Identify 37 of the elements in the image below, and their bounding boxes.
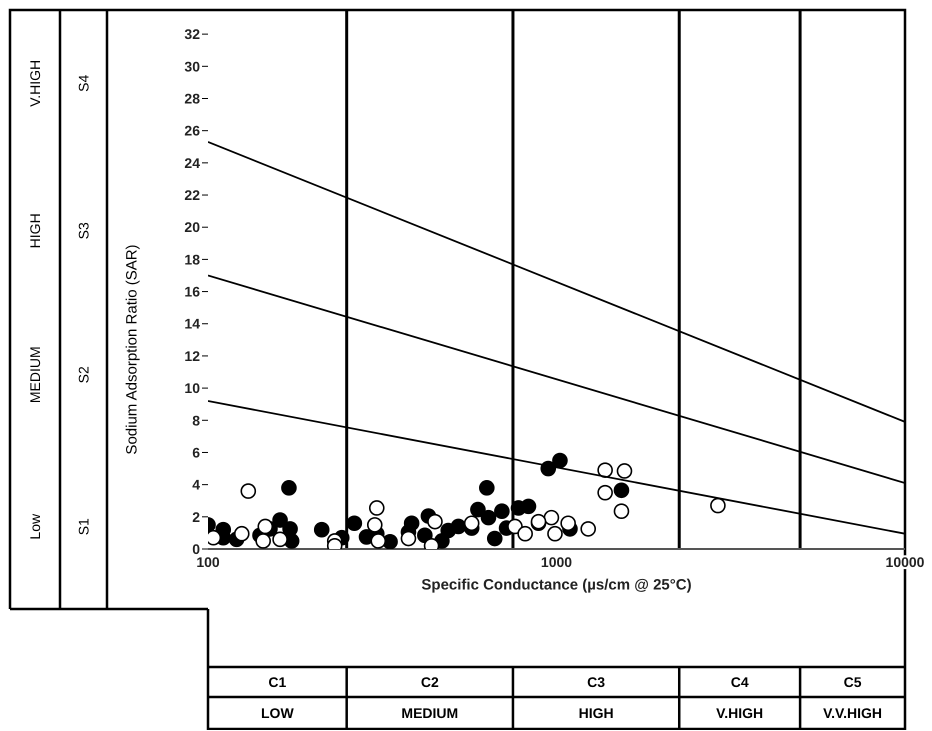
y-tick-label: 8 — [192, 412, 200, 428]
text: LOW — [261, 705, 294, 721]
text: V.HIGH — [716, 705, 764, 721]
text: C5 — [844, 674, 862, 690]
y-tick-label: 26 — [184, 122, 200, 139]
text: C4 — [730, 674, 749, 690]
y-tick-label: 12 — [184, 348, 200, 364]
text: HIGH — [27, 213, 43, 248]
y-tick-label: 10 — [184, 380, 200, 396]
text: V.V.HIGH — [823, 705, 882, 721]
text: MEDIUM — [401, 705, 458, 721]
y-tick-label: 32 — [184, 26, 200, 42]
x-tick-label: 1000 — [540, 554, 572, 570]
text: C1 — [268, 674, 286, 690]
text: S4 — [76, 74, 92, 92]
y-tick-label: 28 — [184, 90, 200, 106]
y-tick-label: 2 — [192, 508, 200, 525]
y-tick-label: 20 — [184, 219, 200, 236]
y-tick-label: 22 — [184, 187, 200, 203]
y-tick-label: 24 — [184, 154, 200, 171]
text: C2 — [420, 674, 439, 690]
text: S2 — [76, 366, 92, 384]
x-axis-title: Specific Conductance (µs/cm @ 25°C) — [421, 576, 692, 594]
text: S3 — [76, 222, 92, 240]
y-tick-label: 4 — [192, 476, 200, 493]
text: C3 — [587, 674, 606, 690]
text: Low — [27, 513, 43, 540]
y-tick-label: 30 — [184, 58, 200, 74]
text: MEDIUM — [27, 346, 43, 404]
text: HIGH — [578, 705, 614, 721]
y-tick-label: 14 — [184, 316, 200, 332]
y-tick-label: 18 — [184, 251, 200, 268]
text: V.HIGH — [27, 60, 43, 107]
text: S1 — [76, 518, 92, 536]
y-tick-label: 6 — [192, 444, 200, 460]
y-axis-title: Sodium Adsorption Ratio (SAR) — [124, 244, 140, 455]
y-tick-label: 16 — [184, 284, 200, 300]
